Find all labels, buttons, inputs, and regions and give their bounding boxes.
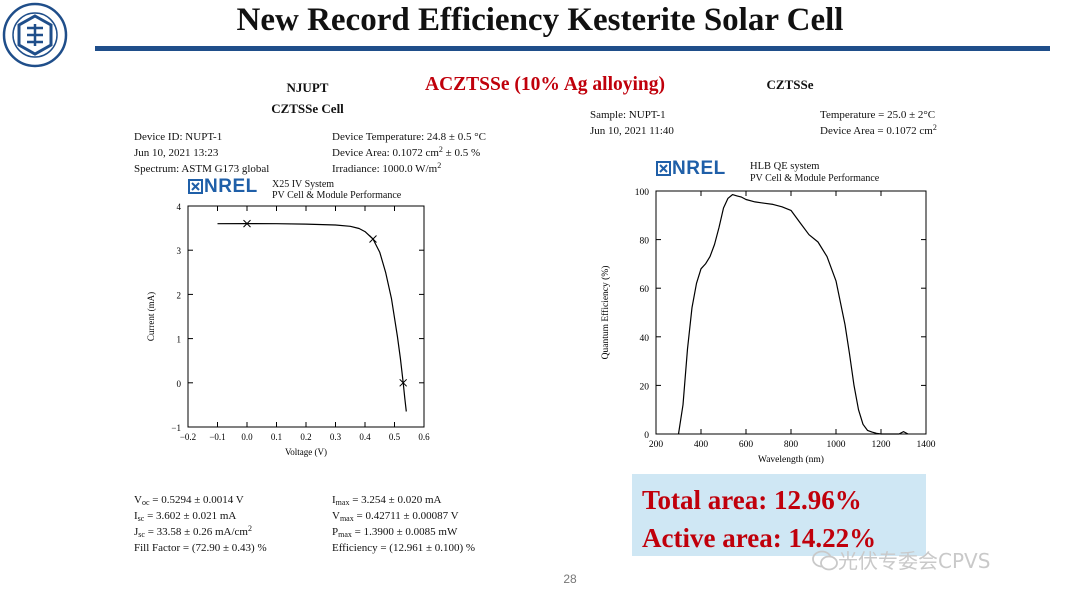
series-line xyxy=(677,194,909,435)
iv-efficiency: Efficiency = (12.961 ± 0.100) % xyxy=(332,542,476,554)
university-seal-icon xyxy=(2,2,68,68)
y-tick-label: 4 xyxy=(177,202,182,212)
total-area-efficiency: Total area: 12.96% xyxy=(642,485,862,515)
y-axis-label: Current (mA) xyxy=(146,292,156,341)
page-number: 28 xyxy=(563,572,577,586)
iv-device-area: Device Area: 0.1072 cm2 ± 0.5 % xyxy=(332,145,481,160)
watermark: 光伏专委会CPVS xyxy=(812,545,1072,574)
qe-curve-chart: 200 400 600 800 1000 1200 1400 0 20 40 60 80 100 Wave… xyxy=(600,188,936,464)
iv-device-temperature: Device Temperature: 24.8 ± 0.5 °C xyxy=(332,131,486,143)
plot-frame xyxy=(655,190,927,435)
x-tick-label: −0.2 xyxy=(180,432,196,442)
iv-curve-chart: −0.2 −0.1 0.0 0.1 0.2 0.3 0.4 0.5 0.6 −1 0 1 2 3 4 Volt… xyxy=(146,202,430,457)
efficiency-summary-box: Total area: 12.96% Active area: 14.22% xyxy=(632,474,926,556)
iv-date: Jun 10, 2021 13:23 xyxy=(134,147,219,159)
series-line xyxy=(217,223,407,412)
iv-pmax: Pmax = 1.3900 ± 0.0085 mW xyxy=(332,526,458,539)
iv-isc: Isc = 3.602 ± 0.021 mA xyxy=(134,510,237,523)
y-tick-label: 1 xyxy=(177,335,182,345)
x-tick-label: 0.2 xyxy=(300,432,311,442)
active-area-efficiency: Active area: 14.22% xyxy=(642,523,877,553)
qe-system-name: HLB QE system xyxy=(750,161,820,172)
nrel-mark-icon xyxy=(188,179,203,194)
qe-device-area: Device Area = 0.1072 cm2 xyxy=(820,123,937,138)
iv-system-sub: PV Cell & Module Performance xyxy=(272,190,402,201)
iv-spectrum: Spectrum: ASTM G173 global xyxy=(134,163,270,175)
chat-bubble-icon xyxy=(812,550,838,571)
data-point-marker xyxy=(243,219,251,228)
iv-imax: Imax = 3.254 ± 0.020 mA xyxy=(332,494,442,507)
iv-vmax: Vmax = 0.42711 ± 0.00087 V xyxy=(332,510,459,523)
iv-voc: Voc = 0.5294 ± 0.0014 V xyxy=(134,494,244,507)
qe-system-sub: PV Cell & Module Performance xyxy=(750,173,880,184)
qe-nrel-logo: NREL xyxy=(656,158,726,180)
y-tick-label: −1 xyxy=(171,423,181,433)
y-tick-label: 60 xyxy=(640,285,650,295)
qe-date: Jun 10, 2021 11:40 xyxy=(590,125,674,137)
y-axis-label: Quantum Efficiency (%) xyxy=(600,266,611,360)
iv-header-org: NJUPT xyxy=(286,80,329,95)
iv-fill-factor: Fill Factor = (72.90 ± 0.43) % xyxy=(134,542,267,554)
x-tick-label: 0.3 xyxy=(330,432,342,442)
x-tick-label: 0.0 xyxy=(241,432,253,442)
y-tick-label: 3 xyxy=(177,246,182,256)
y-tick-label: 0 xyxy=(644,431,649,441)
x-tick-label: 1400 xyxy=(917,440,936,450)
nrel-mark-icon xyxy=(656,161,671,176)
x-tick-label: 0.1 xyxy=(271,432,282,442)
x-tick-label: 600 xyxy=(739,440,754,450)
data-point-marker xyxy=(399,378,408,387)
y-tick-label: 80 xyxy=(640,237,650,247)
x-tick-label: −0.1 xyxy=(209,432,225,442)
qe-temperature: Temperature = 25.0 ± 2°C xyxy=(820,109,936,121)
x-tick-label: 0.4 xyxy=(359,432,371,442)
x-tick-label: 1000 xyxy=(827,440,846,450)
slide-subtitle: ACZTSSe (10% Ag alloying) xyxy=(425,74,665,95)
x-tick-label: 200 xyxy=(649,440,664,450)
iv-device-id: Device ID: NUPT-1 xyxy=(134,131,223,143)
qe-sample: Sample: NUPT-1 xyxy=(590,109,666,121)
title-divider xyxy=(95,46,1050,51)
iv-system-name: X25 IV System xyxy=(272,179,335,190)
iv-nrel-logo: NREL xyxy=(188,176,258,198)
plot-frame xyxy=(187,205,425,428)
y-tick-label: 40 xyxy=(640,334,650,344)
iv-header-cell: CZTSSe Cell xyxy=(271,101,344,116)
y-tick-label: 20 xyxy=(640,382,650,392)
iv-irradiance: Irradiance: 1000.0 W/m2 xyxy=(332,161,442,176)
slide-title: New Record Efficiency Kesterite Solar Ce… xyxy=(236,2,844,38)
iv-jsc: Jsc = 33.58 ± 0.26 mA/cm2 xyxy=(134,524,252,539)
data-point-marker xyxy=(369,235,377,243)
x-tick-label: 800 xyxy=(784,440,799,450)
x-axis-label: Voltage (V) xyxy=(285,447,327,457)
x-tick-label: 0.5 xyxy=(389,432,401,442)
x-tick-label: 400 xyxy=(694,440,709,450)
university-logo xyxy=(2,2,68,68)
y-tick-label: 0 xyxy=(177,379,182,389)
x-tick-label: 1200 xyxy=(872,440,891,450)
x-axis-label: Wavelength (nm) xyxy=(758,454,824,464)
y-tick-label: 2 xyxy=(177,290,182,300)
y-tick-label: 100 xyxy=(635,188,650,198)
qe-header: CZTSSe xyxy=(766,77,814,92)
x-tick-label: 0.6 xyxy=(418,432,430,442)
